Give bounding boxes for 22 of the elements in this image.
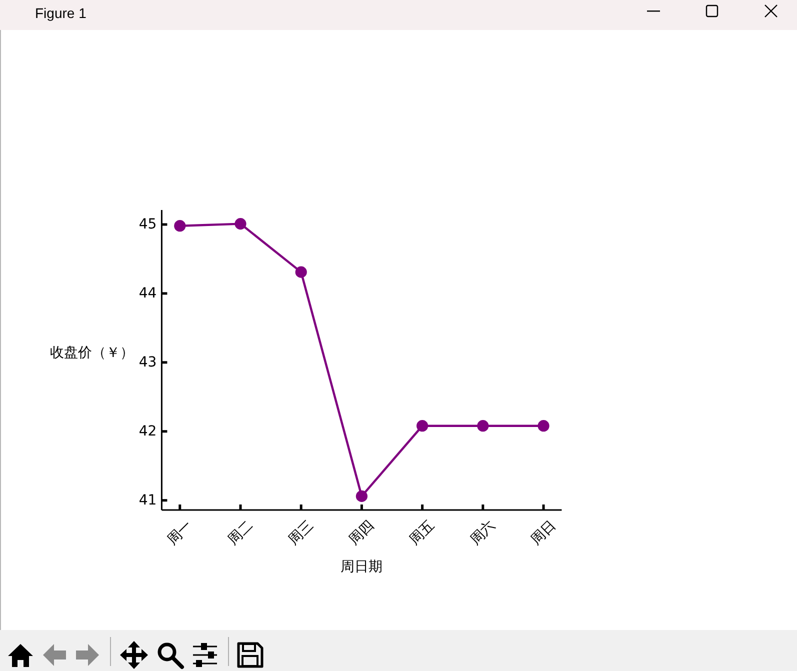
y-tick-label: 44 (138, 285, 157, 302)
y-tick-label: 41 (138, 492, 157, 508)
x-tick-label: 周日 (528, 517, 560, 549)
x-tick-label: 周三 (286, 517, 317, 549)
y-tick-label: 43 (138, 354, 157, 370)
x-tick-label: 周二 (224, 517, 256, 549)
point (356, 490, 368, 502)
y-axis-title: 收盘价（￥） (50, 345, 134, 361)
point (174, 220, 186, 232)
point (538, 420, 550, 432)
y-tick-label: 42 (138, 423, 157, 440)
point (234, 218, 246, 230)
point (295, 266, 307, 278)
y-tick-label: 45 (138, 216, 157, 232)
x-tick-label: 周六 (467, 517, 498, 549)
x-axis-title: 周日期 (340, 559, 383, 575)
x-tick-label: 周五 (406, 517, 438, 549)
x-tick-label: 周四 (346, 517, 378, 549)
point (416, 420, 428, 432)
point (477, 420, 489, 432)
caption: Figure 1 (35, 5, 87, 21)
x-tick-label: 周一 (164, 517, 196, 549)
